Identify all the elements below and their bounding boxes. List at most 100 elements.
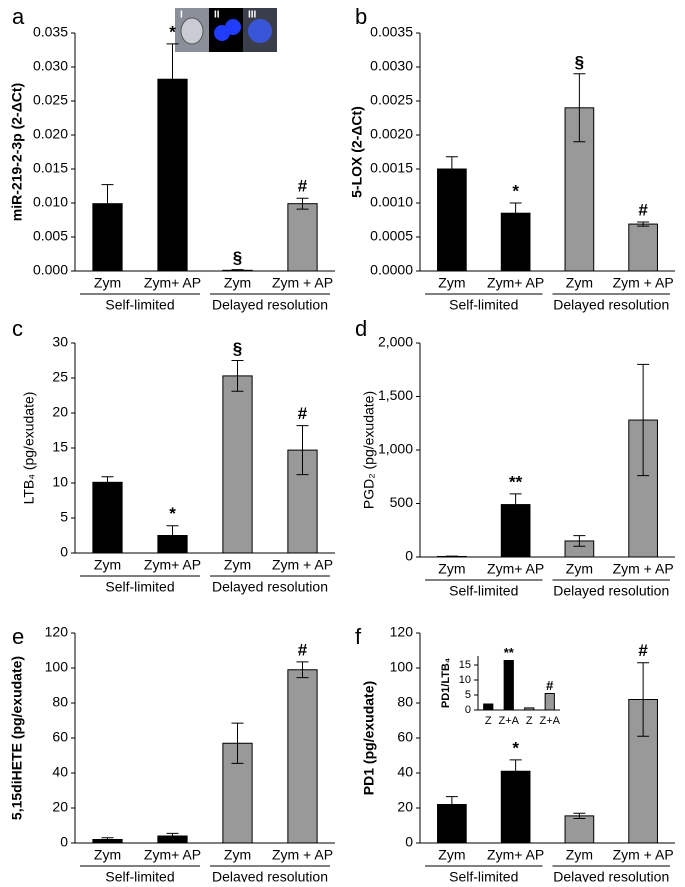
y-axis-label: PGD₂ (pg/exudate) [361,391,377,509]
y-tick-label: 1,500 [378,387,413,403]
x-tick-label: Zym [566,275,593,291]
x-tick-label: Zym [566,561,593,577]
significance-mark: # [298,640,308,659]
group-label: Self-limited [105,579,174,595]
y-tick-label: 0.0035 [370,24,413,40]
x-tick-label: Z+A [540,715,561,727]
error-bar [637,363,650,477]
y-tick-label: 5 [60,509,68,525]
significance-mark: § [233,339,242,358]
bar [544,693,555,711]
group-label: Delayed resolution [553,869,669,882]
x-tick-label: Zym [94,847,121,863]
x-tick-label: Zym [94,557,121,573]
bar [437,168,467,272]
y-tick-label: 20 [52,799,68,815]
significance-mark: # [546,678,554,693]
significance-mark: * [512,181,519,200]
y-axis-label: 5-LOX (2-ΔCt) [349,106,365,198]
y-tick-label: 5 [465,689,471,701]
error-bar [509,759,522,784]
bar [628,223,658,272]
x-tick-label: Zym+ AP [487,847,544,863]
y-tick-label: 20 [52,404,68,420]
y-tick-label: 30 [52,334,68,350]
y-tick-label: 0 [465,704,471,716]
error-bar [231,360,244,392]
significance-mark: § [233,248,242,267]
bar [524,707,535,711]
panel-letter: e [12,624,24,649]
x-tick-label: Zym [94,275,121,291]
group-label: Self-limited [449,297,518,313]
y-tick-label: 40 [397,764,413,780]
y-tick-label: 20 [397,799,413,815]
significance-mark: # [298,404,308,423]
bar [222,375,253,554]
y-tick-label: 80 [52,694,68,710]
panel-letter: a [12,4,25,29]
x-tick-label: Zym [224,847,251,863]
error-bar [445,555,458,558]
y-axis-label: PD1/LTB₄ [440,658,452,708]
bar [503,660,514,711]
error-bar [166,43,179,116]
y-tick-label: 80 [397,694,413,710]
error-bar [296,197,309,210]
y-tick-label: 1,000 [378,441,413,457]
cell [180,17,204,45]
error-bar [231,269,244,272]
bar [483,703,494,711]
x-tick-label: Z [526,715,533,727]
y-tick-label: 100 [45,659,69,675]
group-label: Self-limited [449,869,518,882]
x-tick-label: Z+A [499,715,520,727]
significance-mark: # [638,641,648,660]
group-label: Delayed resolution [212,869,328,882]
y-tick-label: 0.0010 [370,194,413,210]
x-tick-label: Zym+ AP [144,275,201,291]
y-tick-label: 0 [405,834,413,850]
y-axis-label: PD1 (pg/exudate) [361,681,377,795]
significance-mark: * [512,738,519,757]
y-tick-label: 25 [52,369,68,385]
x-tick-label: Zym [438,561,465,577]
significance-mark: ** [504,645,515,660]
micrograph-label: II [214,10,220,21]
y-tick-label: 15 [459,659,471,671]
significance-mark: * [169,504,176,523]
group-label: Self-limited [449,583,518,599]
merged-cell [248,19,272,43]
bar [287,669,318,844]
y-tick-label: 0.0020 [370,126,413,142]
x-tick-label: Zym + AP [613,561,674,577]
y-tick-label: 40 [52,764,68,780]
y-tick-label: 0.020 [33,126,68,142]
group-label: Delayed resolution [212,579,328,595]
error-bar [101,184,114,224]
error-bar [231,722,244,764]
x-tick-label: Zym+ AP [487,275,544,291]
x-tick-label: Zym [566,847,593,863]
y-tick-label: 0.0015 [370,160,413,176]
y-tick-label: 500 [390,494,414,510]
micrograph-label: I [180,10,183,21]
bar [287,449,318,554]
y-tick-label: 100 [390,659,414,675]
error-bar [166,832,179,840]
significance-mark: ** [509,472,523,491]
error-bar [101,837,114,842]
x-tick-label: Zym + AP [272,847,333,863]
x-tick-label: Z [485,715,492,727]
error-bar [296,425,309,476]
y-axis-label: 5,15diHETE (pg/exudate) [9,656,25,820]
y-tick-label: 0.000 [33,262,68,278]
y-tick-label: 10 [459,674,471,686]
y-tick-label: 0 [405,548,413,564]
x-tick-label: Zym+ AP [144,847,201,863]
y-tick-label: 120 [390,624,414,640]
y-tick-label: 0.0000 [370,262,413,278]
x-tick-label: Zym [438,275,465,291]
panel-letter: d [355,316,367,341]
